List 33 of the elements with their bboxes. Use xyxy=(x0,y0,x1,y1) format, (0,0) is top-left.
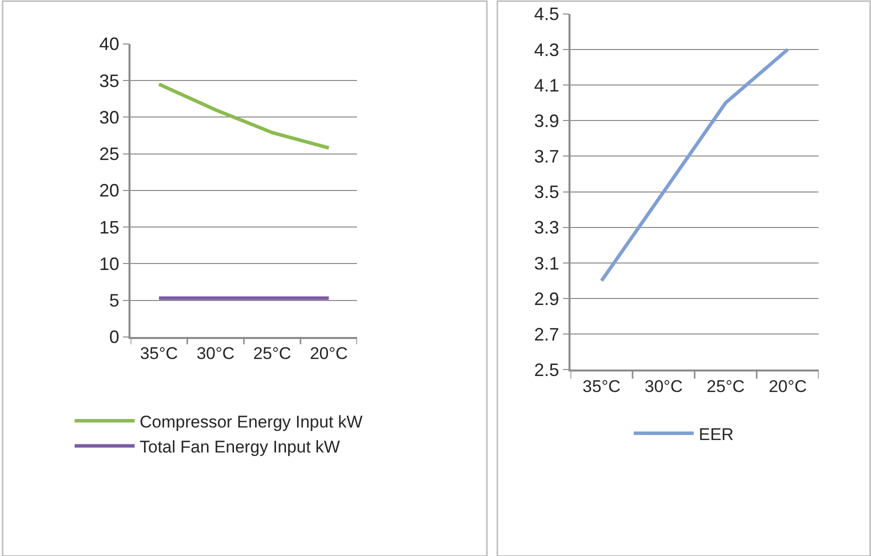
y-tick-label: 0 xyxy=(109,327,120,348)
x-tick-label: 35°C xyxy=(582,376,621,396)
x-tick-label: 25°C xyxy=(253,344,292,364)
x-tick-label: 20°C xyxy=(310,344,348,364)
x-tick-label: 30°C xyxy=(196,344,235,364)
legend-label: Total Fan Energy Input kW xyxy=(140,437,340,456)
legend-label: Compressor Energy Input kW xyxy=(140,412,363,432)
x-tick-label: 30°C xyxy=(644,376,683,396)
line-series xyxy=(157,82,331,150)
y-tick-label: 20 xyxy=(99,180,120,201)
legend-label: EER xyxy=(698,424,734,444)
x-tick-label: 25°C xyxy=(706,376,745,396)
y-tick-label: 4.5 xyxy=(534,4,560,24)
y-tick-label: 10 xyxy=(99,254,120,274)
y-tick-label: 2.5 xyxy=(534,360,560,380)
y-tick-label: 3.9 xyxy=(534,110,560,131)
y-tick-label: 30 xyxy=(99,107,120,128)
y-tick-label: 3.5 xyxy=(534,182,560,202)
y-tick-label: 3.7 xyxy=(534,146,560,167)
y-tick-label: 15 xyxy=(99,217,120,238)
y-tick-label: 35 xyxy=(99,70,120,91)
y-tick-label: 4.3 xyxy=(534,40,560,60)
x-tick-label: 35°C xyxy=(140,344,178,364)
y-tick-label: 2.9 xyxy=(534,288,560,309)
y-tick-label: 3.1 xyxy=(534,253,560,274)
y-tick-label: 25 xyxy=(99,144,120,164)
y-tick-label: 40 xyxy=(99,34,120,54)
y-tick-label: 5 xyxy=(109,290,120,311)
x-tick-label: 20°C xyxy=(768,376,807,396)
y-tick-label: 3.3 xyxy=(534,218,560,238)
line-series xyxy=(600,48,790,283)
y-tick-label: 2.7 xyxy=(534,324,560,344)
y-tick-label: 4.1 xyxy=(534,75,560,96)
